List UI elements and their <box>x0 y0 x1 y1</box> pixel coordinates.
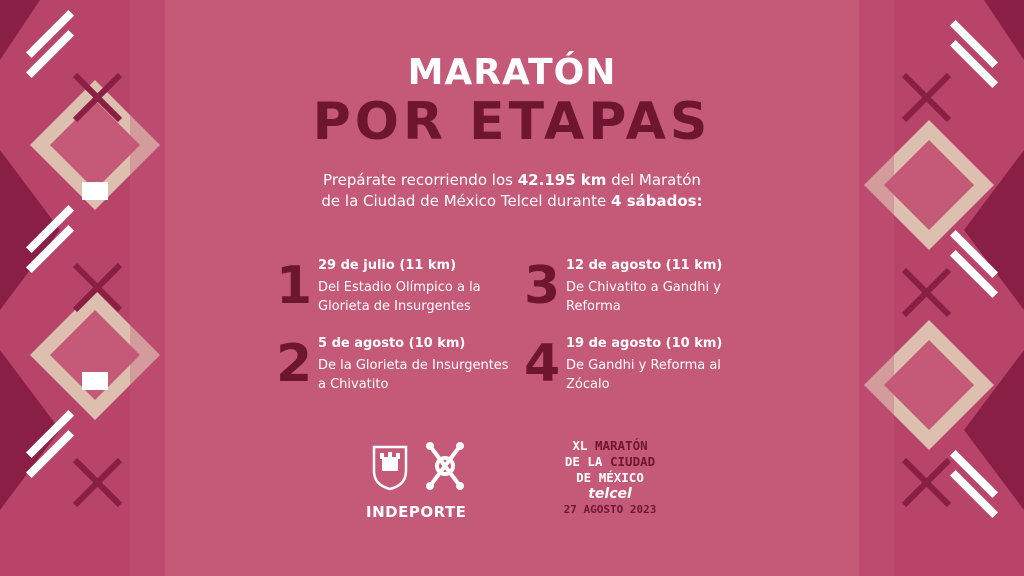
right-textile-pattern <box>859 0 1024 576</box>
stage-1: 1 29 de julio (11 km) Del Estadio Olímpi… <box>276 256 516 316</box>
intro-count: 4 sábados: <box>611 192 703 210</box>
left-textile-pattern <box>0 0 165 576</box>
stage-date: 29 de julio (11 km) <box>318 258 457 273</box>
stage-date: 12 de agosto (11 km) <box>566 258 723 273</box>
maraton-cdmx-logo: XL MARATÓN DE LA CIUDAD DE MÉXICO telcel… <box>555 438 665 518</box>
indeporte-logo-text: INDEPORTE <box>366 503 467 521</box>
telcel-logo: telcel <box>588 486 632 502</box>
stage-number: 3 <box>524 256 561 316</box>
intro-part-2: del Maratón <box>606 171 701 189</box>
stage-date: 19 de agosto (10 km) <box>566 336 723 351</box>
logo-word-maraton: MARATÓN <box>594 438 648 453</box>
cdmx-coat-of-arms-icon <box>372 445 408 491</box>
stage-4: 4 19 de agosto (10 km) De Gandhi y Refor… <box>524 334 764 394</box>
stage-number: 2 <box>276 334 313 394</box>
stage-number: 1 <box>276 256 313 316</box>
logo-word-de-mexico: DE MÉXICO <box>576 470 644 485</box>
stage-route: De Chivatito a Gandhi y Reforma <box>566 280 721 314</box>
indeporte-emblem-icon <box>426 442 464 490</box>
intro-distance: 42.195 km <box>517 171 607 189</box>
logo-race-date: 27 AGOSTO 2023 <box>563 503 657 516</box>
intro-part-1: Prepárate recorriendo los <box>323 171 518 189</box>
logo-word-ciudad: CIUDAD <box>610 454 656 469</box>
stage-3: 3 12 de agosto (11 km) De Chivatito a Ga… <box>524 256 764 316</box>
logo-word-de-la: DE LA <box>564 454 603 469</box>
stage-number: 4 <box>524 334 561 394</box>
stage-route: De Gandhi y Reforma al Zócalo <box>566 358 721 392</box>
title-line-2: POR ETAPAS <box>312 92 712 152</box>
stage-route: De la Glorieta de Insurgentes a Chivatit… <box>318 358 509 392</box>
stage-date: 5 de agosto (10 km) <box>318 336 466 351</box>
stage-route: Del Estadio Olímpico a la Glorieta de In… <box>318 280 481 314</box>
stage-2: 2 5 de agosto (10 km) De la Glorieta de … <box>276 334 516 394</box>
logo-edition: XL <box>572 438 588 453</box>
intro-part-3: de la Ciudad de México Telcel durante <box>321 192 612 210</box>
intro-text: Prepárate recorriendo los 42.195 km del … <box>0 170 1024 212</box>
title-line-1: MARATÓN <box>407 52 617 93</box>
